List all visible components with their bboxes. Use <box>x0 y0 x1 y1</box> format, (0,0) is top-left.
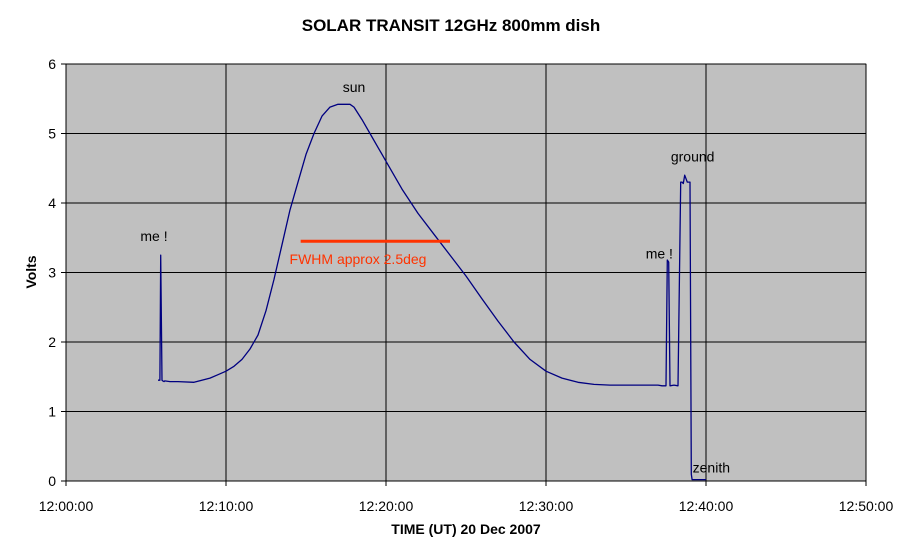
y-tick-label: 6 <box>48 56 56 72</box>
chart-title: SOLAR TRANSIT 12GHz 800mm dish <box>301 16 601 35</box>
y-tick-label: 2 <box>48 334 56 350</box>
y-tick-label: 3 <box>48 265 56 281</box>
x-tick-label: 12:00:00 <box>39 498 94 514</box>
x-tick-label: 12:10:00 <box>199 498 254 514</box>
annotation-label: zenith <box>693 460 730 476</box>
x-tick-label: 12:50:00 <box>839 498 894 514</box>
series-layer <box>158 103 706 481</box>
annotation-label: sun <box>343 79 366 95</box>
voltage-series-line <box>158 103 706 481</box>
annotation-label: FWHM approx 2.5deg <box>290 251 427 267</box>
y-tick-label: 4 <box>48 195 56 211</box>
annotation-label: me ! <box>140 228 167 244</box>
grid <box>66 63 867 481</box>
annotations: sun me ! me ! ground zenith FWHM approx 2.5de… <box>140 79 730 476</box>
axes: 0 1 2 3 4 5 6 12:00:00 12:10:00 12:20:00 12:30:00 1… <box>39 56 894 514</box>
y-tick-label: 0 <box>48 473 56 489</box>
annotation-label: ground <box>671 148 715 164</box>
x-tick-label: 12:40:00 <box>679 498 734 514</box>
y-tick-label: 5 <box>48 126 56 142</box>
x-tick-label: 12:20:00 <box>359 498 414 514</box>
y-tick-label: 1 <box>48 404 56 420</box>
annotation-label: me ! <box>646 246 673 262</box>
x-axis-label: TIME (UT) 20 Dec 2007 <box>391 521 541 537</box>
x-tick-label: 12:30:00 <box>519 498 574 514</box>
